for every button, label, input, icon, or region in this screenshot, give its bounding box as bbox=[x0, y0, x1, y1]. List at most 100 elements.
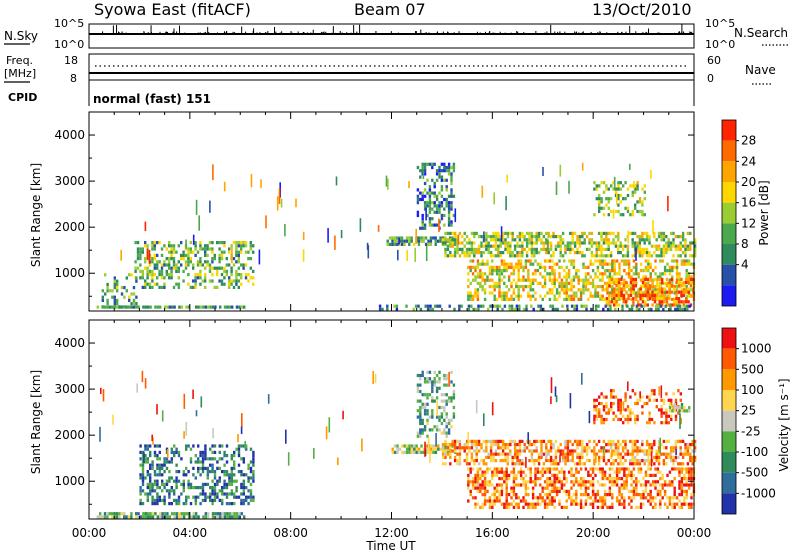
heatmap-cell bbox=[534, 467, 537, 471]
heatmap-cell bbox=[601, 496, 604, 500]
heatmap-cell bbox=[638, 247, 642, 251]
heatmap-cell bbox=[543, 281, 547, 285]
heatmap-cell bbox=[684, 449, 687, 453]
heatmap-cell bbox=[446, 446, 450, 450]
heatmap-cell bbox=[545, 251, 548, 255]
heatmap-cell bbox=[668, 290, 671, 294]
heatmap-cell bbox=[476, 486, 480, 490]
heatmap-cell bbox=[599, 483, 602, 487]
heatmap-cell bbox=[431, 191, 434, 195]
heatmap-cell bbox=[218, 279, 221, 283]
heatmap-cell bbox=[161, 479, 164, 483]
heatmap-cell bbox=[419, 226, 422, 230]
heatmap-cell bbox=[529, 288, 532, 292]
heatmap-cell bbox=[452, 194, 456, 198]
heatmap-cell bbox=[493, 499, 496, 503]
heatmap-cell bbox=[565, 297, 568, 301]
heatmap-cell bbox=[136, 241, 140, 245]
heatmap-cell bbox=[657, 455, 661, 459]
heatmap-cell bbox=[566, 241, 570, 245]
heatmap-cell bbox=[378, 304, 382, 308]
heatmap-cell bbox=[494, 254, 498, 258]
heatmap-cell bbox=[500, 477, 504, 481]
heatmap-cell bbox=[142, 512, 145, 516]
heatmap-cell bbox=[498, 496, 501, 500]
heatmap-streak bbox=[183, 393, 186, 409]
heatmap-cell bbox=[558, 470, 561, 474]
heatmap-cell bbox=[671, 265, 674, 269]
heatmap-cell bbox=[417, 239, 421, 243]
heatmap-cell bbox=[549, 443, 553, 447]
heatmap-cell bbox=[551, 496, 554, 500]
heatmap-cell bbox=[221, 498, 224, 502]
heatmap-cell bbox=[216, 515, 219, 519]
heatmap-cell bbox=[590, 244, 594, 248]
heatmap-cell bbox=[535, 241, 538, 245]
heatmap-cell bbox=[426, 402, 429, 406]
colorbar-swatch bbox=[722, 328, 736, 349]
heatmap-cell bbox=[685, 480, 688, 484]
heatmap-cell bbox=[622, 414, 625, 418]
heatmap-cell bbox=[419, 428, 422, 432]
heatmap-cell bbox=[447, 194, 451, 198]
heatmap-cell bbox=[636, 401, 639, 406]
heatmap-cell bbox=[533, 235, 536, 239]
heatmap-cell bbox=[690, 502, 693, 506]
heatmap-cell bbox=[220, 250, 224, 254]
heatmap-cell bbox=[626, 254, 630, 258]
heatmap-cell bbox=[495, 281, 499, 285]
heatmap-cell bbox=[600, 206, 603, 210]
heatmap-cell bbox=[631, 190, 634, 194]
heatmap-cell bbox=[211, 498, 214, 502]
heatmap-cell bbox=[419, 405, 422, 410]
heatmap-cell bbox=[432, 450, 435, 454]
heatmap-cell bbox=[671, 297, 674, 301]
heatmap-cell bbox=[623, 259, 626, 263]
heatmap-cell bbox=[541, 499, 544, 503]
heatmap-cell bbox=[182, 470, 185, 474]
heatmap-cell bbox=[567, 294, 571, 298]
heatmap-cell bbox=[252, 498, 255, 502]
heatmap-cell bbox=[659, 470, 662, 474]
heatmap-cell bbox=[518, 462, 522, 466]
colorbar-swatch bbox=[722, 493, 736, 514]
heatmap-cell bbox=[546, 272, 549, 276]
heatmap-cell bbox=[434, 447, 438, 451]
heatmap-cell bbox=[517, 470, 520, 474]
heatmap-cell bbox=[187, 444, 190, 448]
heatmap-cell bbox=[491, 499, 494, 503]
heatmap-cell bbox=[412, 307, 415, 311]
heatmap-cell bbox=[621, 449, 625, 453]
heatmap-cell bbox=[656, 489, 660, 493]
heatmap-cell bbox=[206, 253, 209, 257]
heatmap-cell bbox=[225, 257, 228, 261]
heatmap-cell bbox=[566, 307, 569, 311]
heatmap-cell bbox=[476, 489, 480, 493]
nsky-trace bbox=[89, 24, 694, 35]
heatmap-cell bbox=[225, 482, 229, 486]
heatmap-cell bbox=[446, 452, 450, 456]
heatmap-cell bbox=[482, 449, 486, 453]
heatmap-cell bbox=[617, 452, 620, 456]
heatmap-cell bbox=[421, 428, 424, 432]
heatmap-cell bbox=[458, 231, 462, 235]
heatmap-streak bbox=[295, 198, 297, 208]
heatmap-cell bbox=[132, 302, 136, 306]
heatmap-cell bbox=[548, 288, 552, 292]
heatmap-cell bbox=[187, 273, 190, 277]
heatmap-cell bbox=[545, 449, 548, 453]
heatmap-cell bbox=[689, 247, 692, 251]
heatmap-cell bbox=[587, 470, 590, 474]
heatmap-cell bbox=[252, 495, 255, 499]
heatmap-cell bbox=[679, 241, 682, 245]
heatmap-cell bbox=[471, 272, 475, 276]
heatmap-cell bbox=[595, 443, 598, 447]
heatmap-cell bbox=[106, 282, 109, 286]
heatmap-cell bbox=[540, 238, 543, 242]
heatmap-cell bbox=[565, 281, 568, 285]
heatmap-cell bbox=[680, 290, 683, 294]
heatmap-cell bbox=[593, 439, 596, 443]
heatmap-cell bbox=[684, 241, 687, 245]
heatmap-cell bbox=[144, 476, 147, 480]
heatmap-cell bbox=[393, 444, 397, 448]
